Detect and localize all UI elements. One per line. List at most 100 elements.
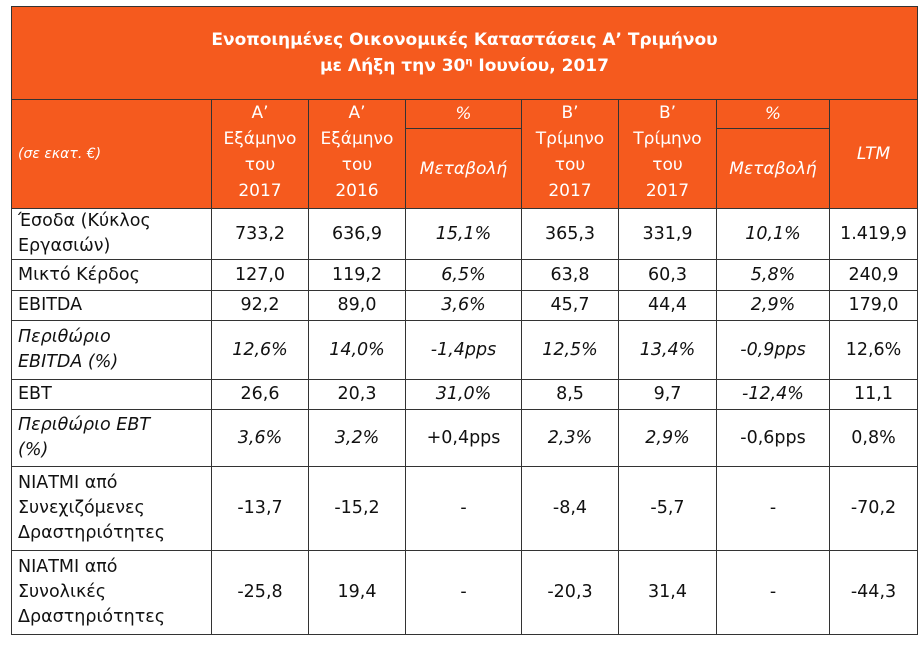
cell-change-pct-2: -0,9pps (716, 320, 830, 380)
row-label-line: Εργασιών) (18, 236, 111, 256)
row-label-line: Μικτό Κέρδος (18, 264, 140, 285)
header-line: 2017 (238, 181, 282, 201)
cell-change-pct-1: - (405, 550, 522, 635)
row-label-line: Συνολικές (18, 582, 106, 602)
cell-change-pct-2: 2,9% (716, 290, 830, 321)
row-label-line: EBITDA (18, 295, 83, 315)
cell-h1-2017: 733,2 (211, 208, 309, 260)
cell-q2-2017-b: 13,4% (618, 320, 717, 380)
row-label: ΝΙΑΤΜΙ από Συνεχιζόμενες Δραστηριότητες (11, 466, 212, 551)
cell-change-pct-1: - (405, 466, 522, 551)
cell-change-pct-2: - (716, 466, 830, 551)
header-line: του (554, 155, 586, 175)
cell-ltm: -44,3 (829, 550, 918, 635)
header-h1-2017: Α’ Εξάμηνο του 2017 (211, 99, 309, 209)
table-row: Έσοδα (Κύκλος Εργασιών) 733,2 636,9 15,1% 365… (11, 208, 918, 260)
row-label-line: Δραστηριότητες (18, 607, 165, 627)
cell-q2-2017-a: -8,4 (521, 466, 619, 551)
row-label: EBT (11, 379, 212, 410)
cell-q2-2017-b: 9,7 (618, 379, 717, 410)
cell-q2-2017-b: 2,9% (618, 409, 717, 467)
row-label: EBITDA (11, 290, 212, 321)
table-row: EBT 26,6 20,3 31,0% 8,5 9,7 -12,4% 11,1 (11, 379, 918, 410)
cell-change-pct-1: -1,4pps (405, 320, 522, 380)
cell-q2-2017-a: 12,5% (521, 320, 619, 380)
cell-change-pct-2: - (716, 550, 830, 635)
unit-label: (σε εκατ. €) (11, 99, 212, 209)
header-line: Α’ (348, 103, 366, 123)
row-label-line: Περιθώριο EBT (18, 415, 151, 435)
cell-q2-2017-b: 44,4 (618, 290, 717, 321)
cell-h1-2016: 119,2 (308, 259, 406, 291)
cell-change-pct-2: -0,6pps (716, 409, 830, 467)
header-line: του (244, 155, 276, 175)
cell-q2-2017-b: 60,3 (618, 259, 717, 291)
row-label: Έσοδα (Κύκλος Εργασιών) (11, 208, 212, 260)
table-row: Μικτό Κέρδος 127,0 119,2 6,5% 63,8 60,3 5,8% 24… (11, 259, 918, 291)
cell-h1-2016: 14,0% (308, 320, 406, 380)
cell-q2-2017-a: 2,3% (521, 409, 619, 467)
header-change-2: Μεταβολή (716, 128, 830, 209)
header-line: 2016 (335, 181, 379, 201)
cell-change-pct-1: +0,4pps (405, 409, 522, 467)
row-label-line: ΝΙΑΤΜΙ από (18, 557, 118, 577)
row-label: ΝΙΑΤΜΙ από Συνολικές Δραστηριότητες (11, 550, 212, 635)
financial-table: Ενοποιημένες Οικονομικές Καταστάσεις Α’ … (11, 6, 918, 635)
cell-q2-2017-a: -20,3 (521, 550, 619, 635)
cell-q2-2017-a: 45,7 (521, 290, 619, 321)
cell-q2-2017-a: 63,8 (521, 259, 619, 291)
title-line-1: Ενοποιημένες Οικονομικές Καταστάσεις Α’ … (211, 30, 718, 50)
cell-h1-2017: 127,0 (211, 259, 309, 291)
cell-change-pct-2: 10,1% (716, 208, 830, 260)
header-h1-2016: Α’ Εξάμηνο του 2016 (308, 99, 406, 209)
cell-ltm: 240,9 (829, 259, 918, 291)
cell-h1-2016: 89,0 (308, 290, 406, 321)
cell-ltm: 12,6% (829, 320, 918, 380)
header-pct-2: % (716, 99, 830, 129)
cell-q2-2017-b: 331,9 (618, 208, 717, 260)
header-row-top: (σε εκατ. €) Α’ Εξάμηνο του 2017 Α’ Εξάμηνο τ… (11, 99, 918, 209)
cell-ltm: -70,2 (829, 466, 918, 551)
cell-h1-2017: 92,2 (211, 290, 309, 321)
cell-h1-2016: -15,2 (308, 466, 406, 551)
header-change-1: Μεταβολή (405, 128, 522, 209)
header-line: Β’ (561, 103, 579, 123)
header-line: 2017 (645, 181, 690, 201)
row-label-line: Δραστηριότητες (18, 523, 165, 543)
table-row: Περιθώριο EBT (%) 3,6% 3,2% +0,4pps 2,3% 2,9% -… (11, 409, 918, 467)
cell-q2-2017-b: -5,7 (618, 466, 717, 551)
row-label-line: EBITDA (%) (18, 352, 119, 372)
cell-change-pct-1: 15,1% (405, 208, 522, 260)
header-line: Α’ (251, 103, 269, 123)
header-line: 2017 (548, 181, 592, 201)
cell-q2-2017-a: 8,5 (521, 379, 619, 410)
header-line: Εξάμηνο (320, 129, 394, 149)
cell-ltm: 179,0 (829, 290, 918, 321)
cell-ltm: 11,1 (829, 379, 918, 410)
header-line: Β’ (658, 103, 677, 123)
header-pct-1: % (405, 99, 522, 129)
header-row-bottom: Μεταβολή Μεταβολή (12, 128, 918, 209)
cell-h1-2017: 3,6% (211, 409, 309, 467)
row-label-line: ΝΙΑΤΜΙ από (18, 473, 118, 493)
cell-q2-2017-a: 365,3 (521, 208, 619, 260)
cell-change-pct-1: 31,0% (405, 379, 522, 410)
header-q2-2017-a: Β’ Τρίμηνο του 2017 (521, 99, 619, 209)
cell-h1-2017: -13,7 (211, 466, 309, 551)
cell-h1-2017: -25,8 (211, 550, 309, 635)
cell-change-pct-2: 5,8% (716, 259, 830, 291)
cell-q2-2017-b: 31,4 (618, 550, 717, 635)
cell-h1-2017: 26,6 (211, 379, 309, 410)
header-line: του (341, 155, 373, 175)
cell-ltm: 0,8% (829, 409, 918, 467)
cell-h1-2016: 19,4 (308, 550, 406, 635)
cell-h1-2016: 3,2% (308, 409, 406, 467)
row-label: Μικτό Κέρδος (11, 259, 212, 291)
title-row: Ενοποιημένες Οικονομικές Καταστάσεις Α’ … (11, 6, 918, 100)
header-line: Τρίμηνο (633, 129, 702, 149)
cell-change-pct-1: 3,6% (405, 290, 522, 321)
cell-change-pct-2: -12,4% (716, 379, 830, 410)
header-line: Εξάμηνο (223, 129, 297, 149)
row-label-line: Έσοδα (Κύκλος (18, 211, 151, 231)
cell-h1-2017: 12,6% (211, 320, 309, 380)
